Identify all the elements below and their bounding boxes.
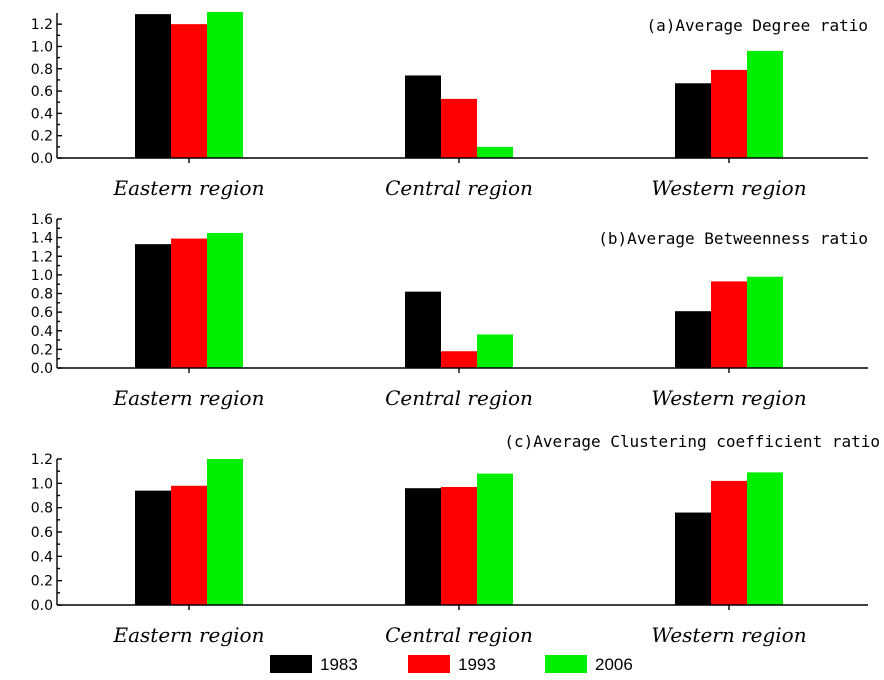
bar-b-western-2006 [747, 276, 783, 368]
legend-swatch-1983 [270, 655, 312, 673]
category-label-a: Western region [651, 176, 806, 200]
bar-b-western-1983 [675, 311, 711, 368]
panel-title-a: (a)Average Degree ratio [646, 16, 868, 35]
y-tick-label-c: 0.6 [31, 525, 53, 541]
bar-c-western-1983 [675, 512, 711, 605]
y-tick-label-b: 1.0 [31, 268, 53, 284]
y-tick-label-c: 0.8 [31, 501, 53, 517]
bar-b-central-1993 [441, 351, 477, 368]
bar-a-eastern-1983 [135, 14, 171, 158]
bar-b-eastern-1983 [135, 244, 171, 368]
bar-a-eastern-1993 [171, 24, 207, 159]
bar-c-eastern-1993 [171, 485, 207, 605]
y-tick-label-c: 1.0 [31, 476, 53, 492]
panel-title-c: (c)Average Clustering coefficient ratio [504, 432, 880, 451]
y-tick-label-b: 1.2 [31, 249, 53, 265]
bar-a-central-2006 [477, 146, 513, 158]
y-tick-label-a: 1.0 [31, 39, 53, 55]
y-tick-label-c: 0.2 [31, 574, 53, 590]
y-tick-label-b: 0.4 [31, 324, 53, 340]
bar-c-central-1983 [405, 488, 441, 605]
category-label-a: Central region [385, 176, 533, 200]
y-tick-label-a: 0.0 [31, 151, 53, 167]
bar-c-eastern-1983 [135, 490, 171, 605]
bar-a-central-1993 [441, 98, 477, 158]
bar-a-western-2006 [747, 50, 783, 158]
category-label-a: Eastern region [113, 176, 265, 200]
y-tick-label-b: 0.6 [31, 305, 53, 321]
y-tick-label-a: 1.2 [31, 17, 53, 33]
bar-b-central-2006 [477, 334, 513, 368]
category-label-b: Western region [651, 386, 806, 410]
bar-a-eastern-2006 [207, 11, 243, 159]
bar-b-western-1993 [711, 281, 747, 368]
panel-title-b: (b)Average Betweenness ratio [598, 229, 868, 248]
legend-label-1993: 1993 [458, 655, 496, 674]
bar-b-eastern-1993 [171, 238, 207, 368]
bar-a-western-1983 [675, 83, 711, 158]
y-tick-label-c: 0.0 [31, 598, 53, 614]
legend-swatch-2006 [545, 655, 587, 673]
bar-c-western-2006 [747, 472, 783, 605]
bar-b-eastern-2006 [207, 232, 243, 368]
category-label-b: Central region [385, 386, 533, 410]
category-label-c: Eastern region [113, 623, 265, 647]
y-tick-label-c: 1.2 [31, 452, 53, 468]
y-tick-label-b: 1.4 [31, 231, 53, 247]
y-tick-label-b: 0.8 [31, 287, 53, 303]
bar-c-eastern-2006 [207, 459, 243, 605]
y-tick-label-b: 1.6 [31, 212, 53, 228]
legend-swatch-1993 [408, 655, 450, 673]
bar-a-central-1983 [405, 75, 441, 158]
bar-c-central-2006 [477, 473, 513, 605]
y-tick-label-c: 0.4 [31, 549, 53, 565]
legend-label-2006: 2006 [595, 655, 633, 674]
bar-a-western-1993 [711, 69, 747, 158]
bar-c-central-1993 [441, 486, 477, 605]
category-label-c: Central region [385, 623, 533, 647]
legend-label-1983: 1983 [320, 655, 358, 674]
y-tick-label-a: 0.6 [31, 84, 53, 100]
bar-c-western-1993 [711, 480, 747, 605]
category-label-b: Eastern region [113, 386, 265, 410]
y-tick-label-a: 0.4 [31, 106, 53, 122]
bar-b-central-1983 [405, 291, 441, 368]
category-label-c: Western region [651, 623, 806, 647]
y-tick-label-b: 0.0 [31, 361, 53, 377]
y-tick-label-a: 0.8 [31, 62, 53, 78]
y-tick-label-a: 0.2 [31, 129, 53, 145]
y-tick-label-b: 0.2 [31, 342, 53, 358]
